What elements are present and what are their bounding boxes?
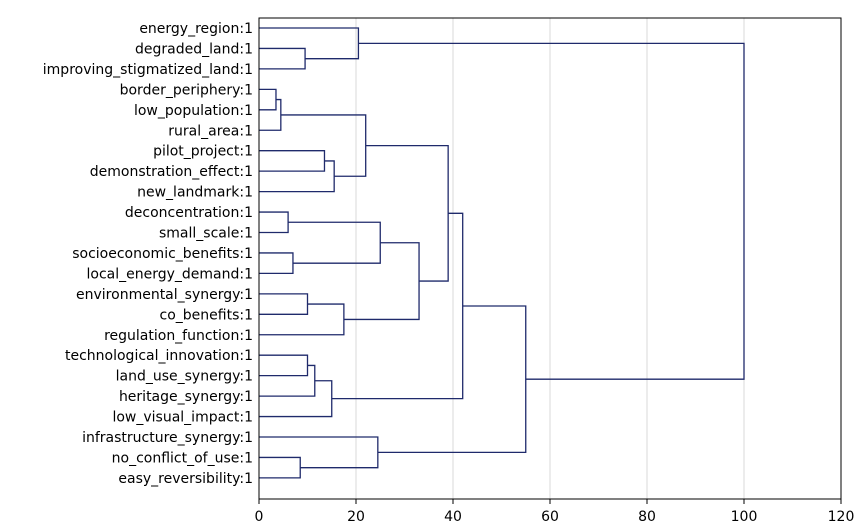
leaf-label: environmental_synergy:1 xyxy=(76,287,253,303)
x-tick-label: 120 xyxy=(828,509,855,525)
dendrogram-link xyxy=(259,354,309,377)
leaf-label: low_population:1 xyxy=(134,103,253,119)
leaf-label: border_periphery:1 xyxy=(120,82,253,98)
dendrogram-link xyxy=(259,211,289,234)
dendrogram-link xyxy=(259,380,333,418)
dendrogram-link xyxy=(259,252,294,275)
leaf-label: pilot_project:1 xyxy=(153,144,253,160)
leaf-label: regulation_function:1 xyxy=(104,328,253,344)
leaf-label: infrastructure_synergy:1 xyxy=(82,430,253,446)
x-tick-label: 60 xyxy=(541,509,559,525)
leaf-label: heritage_synergy:1 xyxy=(119,389,253,405)
leaf-label: deconcentration:1 xyxy=(125,205,253,221)
dendrogram-link xyxy=(331,212,464,400)
dendrogram-link xyxy=(358,42,745,380)
x-tick-label: 80 xyxy=(638,509,656,525)
dendrogram-link xyxy=(365,144,449,282)
leaf-label: technological_innovation:1 xyxy=(65,348,253,364)
link-layer xyxy=(259,27,745,479)
leaf-label: degraded_land:1 xyxy=(135,41,253,57)
leaf-label: demonstration_effect:1 xyxy=(90,164,253,180)
dendrogram-link xyxy=(377,305,527,453)
leaf-label: small_scale:1 xyxy=(159,226,253,242)
dendrogram-link xyxy=(259,293,309,315)
dendrogram-link xyxy=(259,150,326,172)
leaf-label: improving_stigmatized_land:1 xyxy=(43,62,253,78)
dendrogram-link xyxy=(343,242,420,321)
leaf-label: easy_reversibility:1 xyxy=(118,471,253,487)
leaf-label: co_benefits:1 xyxy=(160,307,253,323)
leaf-label: low_visual_impact:1 xyxy=(112,410,253,426)
dendrogram-link xyxy=(259,364,316,397)
leaf-label: local_energy_demand:1 xyxy=(86,266,253,282)
dendrogram-link xyxy=(259,88,277,111)
dendrogram-link xyxy=(259,456,301,479)
x-tick-label: 20 xyxy=(347,509,365,525)
leaf-label: land_use_synergy:1 xyxy=(116,369,253,385)
leaf-label: socioeconomic_benefits:1 xyxy=(72,246,253,262)
leaf-label-layer: energy_region:1 degraded_land:1 improving_… xyxy=(43,21,253,487)
dendrogram-link xyxy=(259,436,379,469)
dendrogram-link xyxy=(259,47,306,70)
x-tick-label: 100 xyxy=(731,509,758,525)
dendrogram-link xyxy=(259,98,282,131)
leaf-label: no_conflict_of_use:1 xyxy=(112,450,253,466)
dendrogram-link xyxy=(280,114,367,177)
leaf-label: energy_region:1 xyxy=(139,21,253,37)
dendrogram-link xyxy=(288,221,381,264)
leaf-label: rural_area:1 xyxy=(168,123,253,139)
x-tick-label: 0 xyxy=(255,509,264,525)
dendrogram-link xyxy=(259,303,345,336)
x-axis-tick-layer: 0 20 40 60 80 100 120 xyxy=(255,499,855,525)
dendrogram-link xyxy=(259,160,335,193)
leaf-label: new_landmark:1 xyxy=(137,185,253,201)
x-tick-label: 40 xyxy=(444,509,462,525)
grid-layer xyxy=(355,18,745,499)
dendrogram-link xyxy=(259,27,360,60)
